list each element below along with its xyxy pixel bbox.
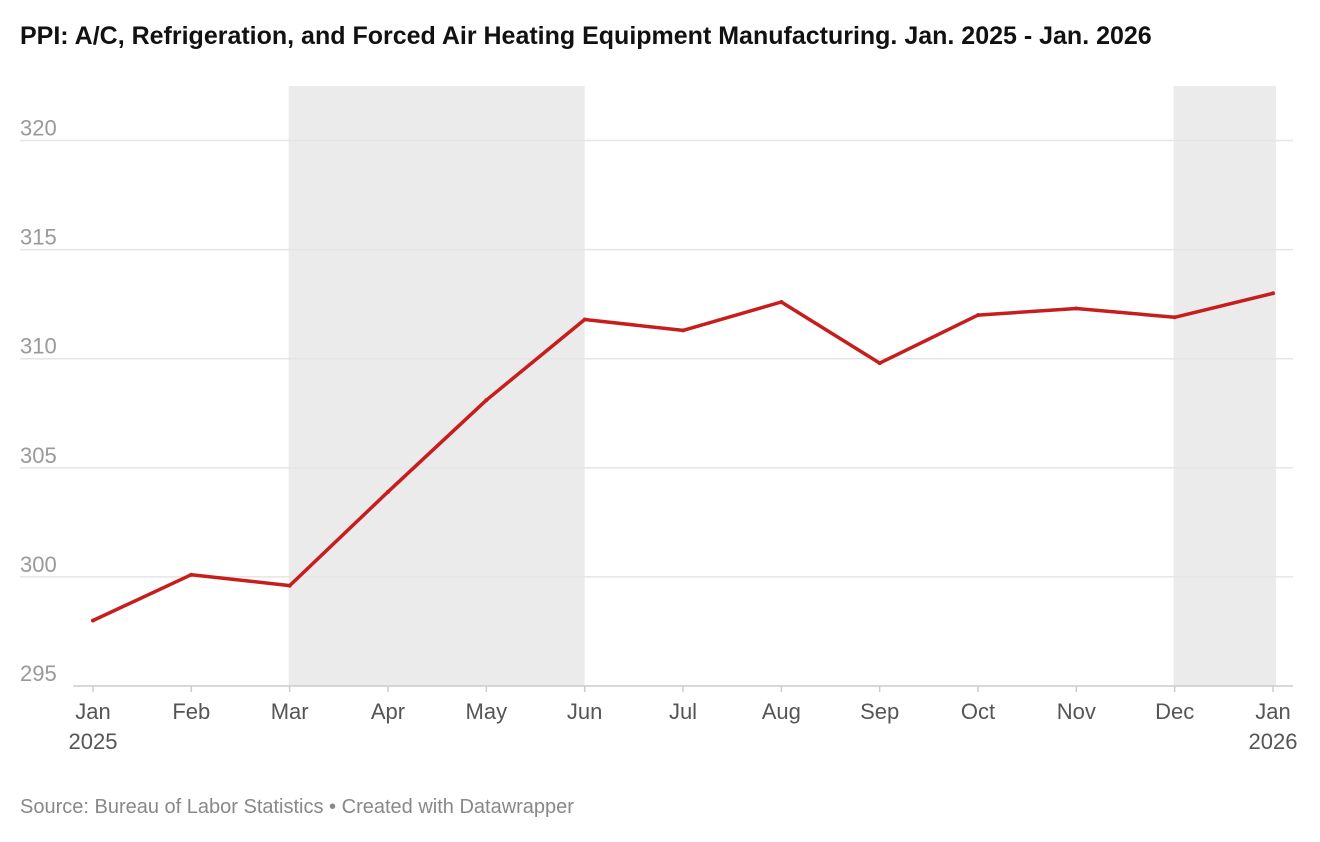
source-text: Source: Bureau of Labor Statistics	[20, 796, 324, 818]
x-tick-label-5: May	[466, 699, 508, 724]
y-tick-label-320: 320	[20, 116, 57, 141]
x-tick-label-9: Sep	[860, 699, 899, 724]
data-point-2	[189, 572, 194, 577]
data-point-13	[1271, 291, 1275, 296]
data-point-8	[779, 300, 784, 304]
chart-title: PPI: A/C, Refrigeration, and Forced Air …	[20, 22, 1152, 50]
x-tick-label-1: Jan 2025	[69, 699, 118, 754]
series-line-1	[91, 291, 1275, 623]
data-point-6	[582, 317, 587, 322]
x-tick-label-13: Jan 2026	[1249, 699, 1298, 754]
credit-text: Created with Datawrapper	[341, 796, 574, 818]
y-tick-label-310: 310	[20, 334, 57, 359]
x-tick-label-11: Nov	[1057, 699, 1096, 724]
data-point-9	[877, 361, 882, 366]
data-point-1	[91, 618, 95, 623]
data-point-10	[976, 313, 980, 318]
x-tick-label-3: Mar	[271, 699, 309, 724]
y-tick-label-300: 300	[20, 552, 57, 577]
data-point-4	[386, 489, 390, 494]
x-tick-label-10: Oct	[961, 699, 995, 724]
y-tick-label-305: 305	[20, 443, 57, 468]
x-tick-label-8: Aug	[762, 699, 801, 724]
shaded-range-1	[288, 86, 585, 686]
x-tick-label-4: Apr	[371, 699, 405, 724]
data-point-12	[1172, 315, 1177, 320]
data-point-7	[681, 328, 685, 333]
shaded-range-2	[1173, 86, 1276, 686]
y-tick-label-315: 315	[20, 225, 57, 250]
x-tick-label-7: Jul	[669, 699, 697, 724]
y-tick-label-295: 295	[20, 661, 57, 686]
data-point-11	[1074, 306, 1079, 311]
data-point-5	[484, 398, 489, 403]
data-point-3	[287, 583, 292, 588]
chart-source: Source: Bureau of Labor Statistics • Cre…	[20, 796, 574, 819]
x-tick-label-6: Jun	[567, 699, 602, 724]
source-separator: •	[323, 796, 342, 818]
x-tick-label-2: Feb	[172, 699, 210, 724]
x-tick-label-12: Dec	[1155, 699, 1194, 724]
